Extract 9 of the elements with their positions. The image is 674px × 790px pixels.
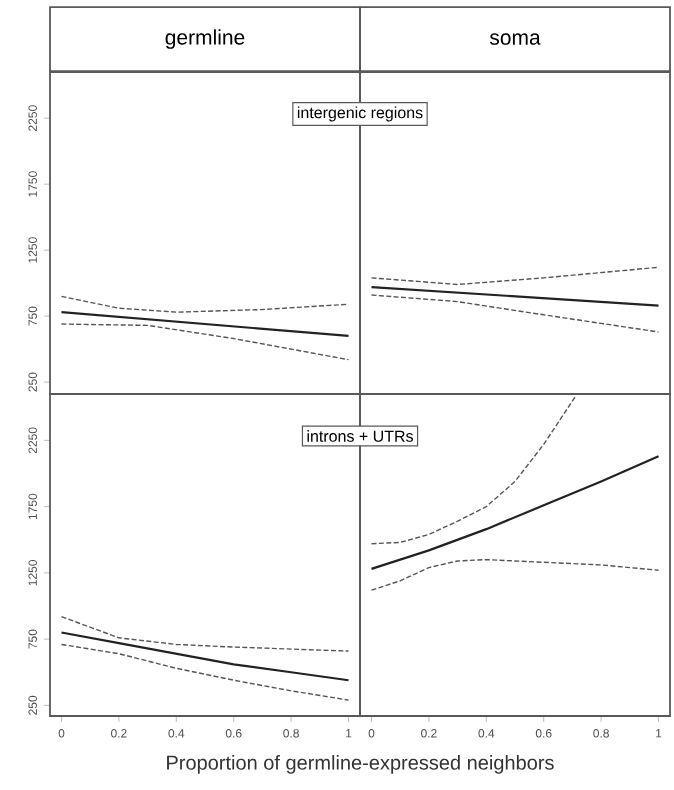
line-series bbox=[60, 323, 350, 361]
chart-title: soma bbox=[489, 33, 541, 45]
text: introns + UTRs bbox=[307, 430, 413, 442]
line-series bbox=[60, 615, 350, 652]
text: intergenic regions bbox=[297, 106, 423, 122]
line-series bbox=[60, 643, 350, 701]
x-axis-title: Proportion of germline-expressed neighbors bbox=[167, 755, 554, 774]
line-series bbox=[60, 295, 350, 313]
chart-title: germline bbox=[165, 29, 245, 49]
